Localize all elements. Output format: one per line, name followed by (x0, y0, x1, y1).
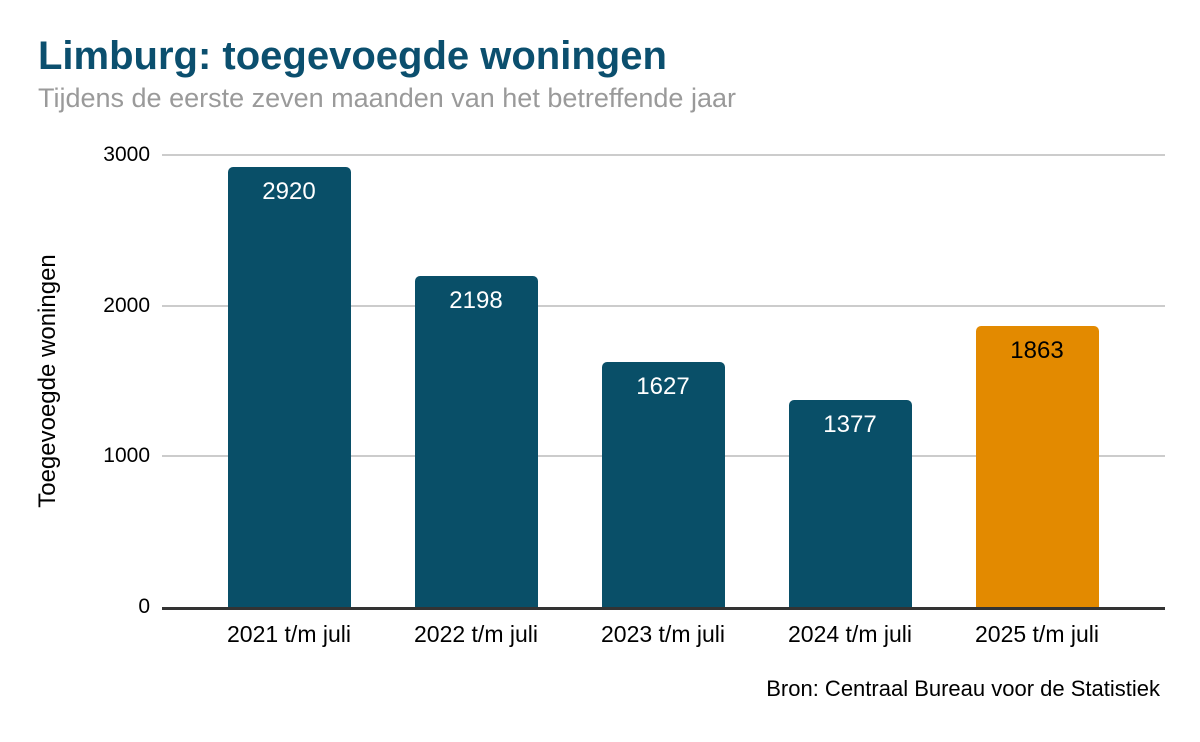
bar-value-label: 1863 (1010, 337, 1064, 364)
bar-value-label: 1377 (823, 411, 877, 438)
y-tick-label: 0 (138, 595, 150, 618)
bar: 2198 (414, 276, 538, 607)
gridline (162, 304, 1165, 307)
x-tick-label: 2025 t/m juli (974, 621, 1099, 647)
bar-value-label: 2920 (262, 178, 316, 205)
bar: 1863 (975, 326, 1099, 607)
bar-value-label: 2198 (449, 287, 503, 314)
source-attribution: Bron: Centraal Bureau voor de Statistiek (766, 676, 1160, 701)
bar: 2920 (227, 167, 351, 607)
bar-value-label: 1627 (636, 373, 690, 400)
chart-subtitle: Tijdens de eerste zeven maanden van het … (38, 83, 736, 113)
x-tick-label: 2022 t/m juli (413, 621, 538, 647)
plot-area: 0 1000 2000 3000 2920 2021 t/m juli 2198 2022 t… (103, 143, 1165, 647)
bar: 1377 (788, 400, 912, 607)
y-tick-label: 1000 (103, 444, 150, 468)
y-tick-label: 3000 (103, 143, 150, 166)
x-tick-label: 2024 t/m juli (787, 621, 912, 647)
chart-title: Limburg: toegevoegde woningen (38, 34, 667, 78)
x-axis-line (162, 607, 1165, 610)
y-tick-label: 2000 (103, 293, 150, 317)
bar: 1627 (601, 362, 725, 607)
x-tick-label: 2023 t/m juli (600, 621, 725, 647)
gridline (162, 154, 1165, 156)
x-tick-label: 2021 t/m juli (226, 621, 351, 647)
